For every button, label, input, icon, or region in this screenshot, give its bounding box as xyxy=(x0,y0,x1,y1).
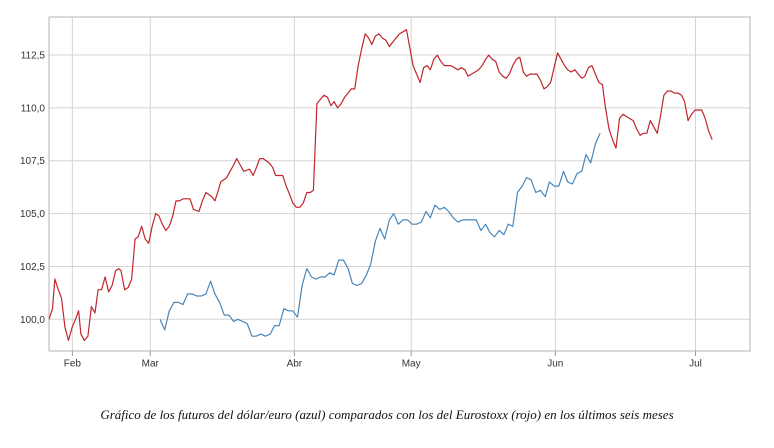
y-tick-label: 112,5 xyxy=(21,51,46,62)
y-tick-label: 102,5 xyxy=(20,262,45,273)
chart-caption: Gráfico de los futuros del dólar/euro (a… xyxy=(100,407,674,422)
x-tick-label: Mar xyxy=(142,358,160,369)
y-tick-label: 107,5 xyxy=(20,156,45,167)
y-tick-label: 100,0 xyxy=(20,315,45,326)
plot-frame xyxy=(48,16,751,352)
series-layer xyxy=(48,29,713,341)
y-axis-tick-labels: 100,0 102,5 105,0 107,5 110,0 112,5 xyxy=(20,51,45,326)
x-tick-label: May xyxy=(402,358,421,369)
x-tick-label: Abr xyxy=(287,358,303,369)
y-tick-label: 110,0 xyxy=(21,103,46,114)
x-tick-label: Jul xyxy=(689,358,702,369)
series-line-0 xyxy=(48,29,713,341)
y-tick-label: 105,0 xyxy=(20,209,45,220)
x-tick-label: Jun xyxy=(547,358,563,369)
series-line-1 xyxy=(159,133,601,337)
horizontal-gridlines xyxy=(49,54,750,320)
x-axis-tick-labels: Feb Mar Abr May Jun Jul xyxy=(64,351,702,369)
x-tick-label: Feb xyxy=(64,358,82,369)
vertical-gridlines xyxy=(71,17,696,351)
